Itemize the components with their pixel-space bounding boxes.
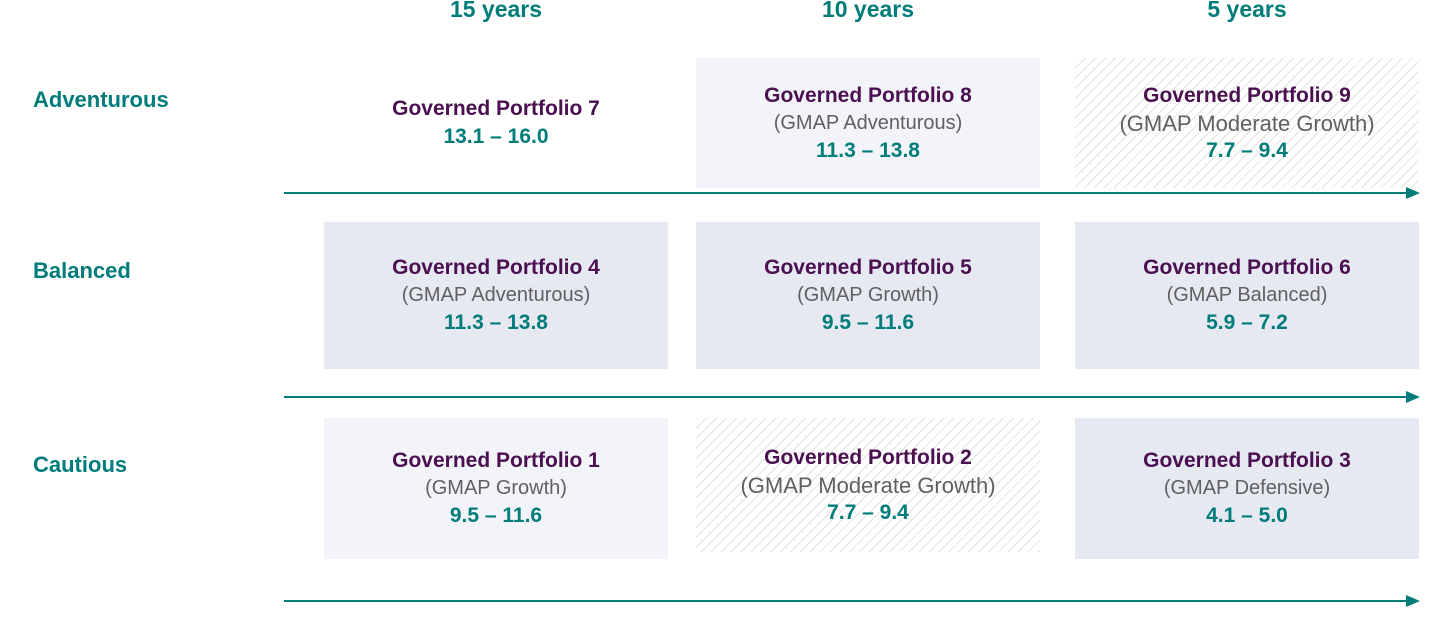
portfolio-range: 4.1 – 5.0 (1206, 504, 1288, 527)
portfolio-range: 9.5 – 11.6 (821, 311, 915, 334)
portfolio-range: 7.7 – 9.4 (827, 500, 909, 524)
portfolio-sub: (GMAP Adventurous) (773, 111, 963, 134)
column-header-10-years: 10 years (821, 0, 915, 22)
portfolio-range: 11.3 – 13.8 (816, 138, 920, 162)
row-label-adventurous: Adventurous (33, 87, 169, 112)
portfolio-range: 9.5 – 11.6 (449, 504, 543, 527)
portfolio-sub: (GMAP Balanced) (1166, 284, 1328, 306)
cell-governed-portfolio-1: Governed Portfolio 1 (GMAP Growth) 9.5 –… (324, 418, 668, 559)
arrow-row-2 (284, 391, 1420, 403)
cell-governed-portfolio-4: Governed Portfolio 4 (GMAP Adventurous) … (324, 222, 668, 369)
portfolio-range: 5.9 – 7.2 (1206, 311, 1288, 334)
portfolio-range: 13.1 – 16.0 (443, 125, 549, 148)
cell-governed-portfolio-7: Governed Portfolio 7 13.1 – 16.0 (324, 58, 668, 188)
portfolio-sub: (GMAP Moderate Growth) (740, 472, 996, 498)
portfolio-name: Governed Portfolio 5 (764, 256, 972, 279)
row-label-balanced: Balanced (33, 258, 131, 283)
row-label-cautious: Cautious (33, 452, 128, 477)
portfolio-name: Governed Portfolio 1 (392, 449, 600, 472)
cell-governed-portfolio-3: Governed Portfolio 3 (GMAP Defensive) 4.… (1075, 418, 1419, 559)
cell-governed-portfolio-5: Governed Portfolio 5 (GMAP Growth) 9.5 –… (696, 222, 1040, 369)
portfolio-name: Governed Portfolio 4 (392, 256, 600, 279)
portfolio-range: 7.7 – 9.4 (1206, 138, 1288, 162)
portfolio-sub: (GMAP Growth) (425, 477, 567, 499)
portfolio-sub: (GMAP Growth) (797, 284, 939, 306)
portfolio-name: Governed Portfolio 6 (1143, 256, 1351, 279)
cell-governed-portfolio-2: Governed Portfolio 2 (GMAP Moderate Grow… (696, 418, 1040, 552)
cell-governed-portfolio-9: Governed Portfolio 9 (GMAP Moderate Grow… (1075, 58, 1419, 188)
portfolio-name: Governed Portfolio 3 (1143, 449, 1351, 472)
portfolio-name: Governed Portfolio 9 (1143, 83, 1351, 107)
cell-governed-portfolio-6: Governed Portfolio 6 (GMAP Balanced) 5.9… (1075, 222, 1419, 369)
column-header-5-years: 5 years (1207, 0, 1287, 22)
portfolio-sub: (GMAP Adventurous) (401, 284, 591, 306)
column-header-15-years: 15 years (449, 0, 543, 22)
portfolio-sub: (GMAP Moderate Growth) (1119, 110, 1375, 136)
arrow-row-1 (284, 187, 1420, 199)
cell-governed-portfolio-8: Governed Portfolio 8 (GMAP Adventurous) … (696, 58, 1040, 188)
arrow-row-3 (284, 595, 1420, 607)
portfolio-name: Governed Portfolio 8 (764, 83, 972, 107)
portfolio-range: 11.3 – 13.8 (444, 311, 548, 334)
portfolio-name: Governed Portfolio 7 (392, 97, 600, 120)
portfolio-sub: (GMAP Defensive) (1163, 477, 1331, 499)
portfolio-name: Governed Portfolio 2 (764, 445, 972, 469)
